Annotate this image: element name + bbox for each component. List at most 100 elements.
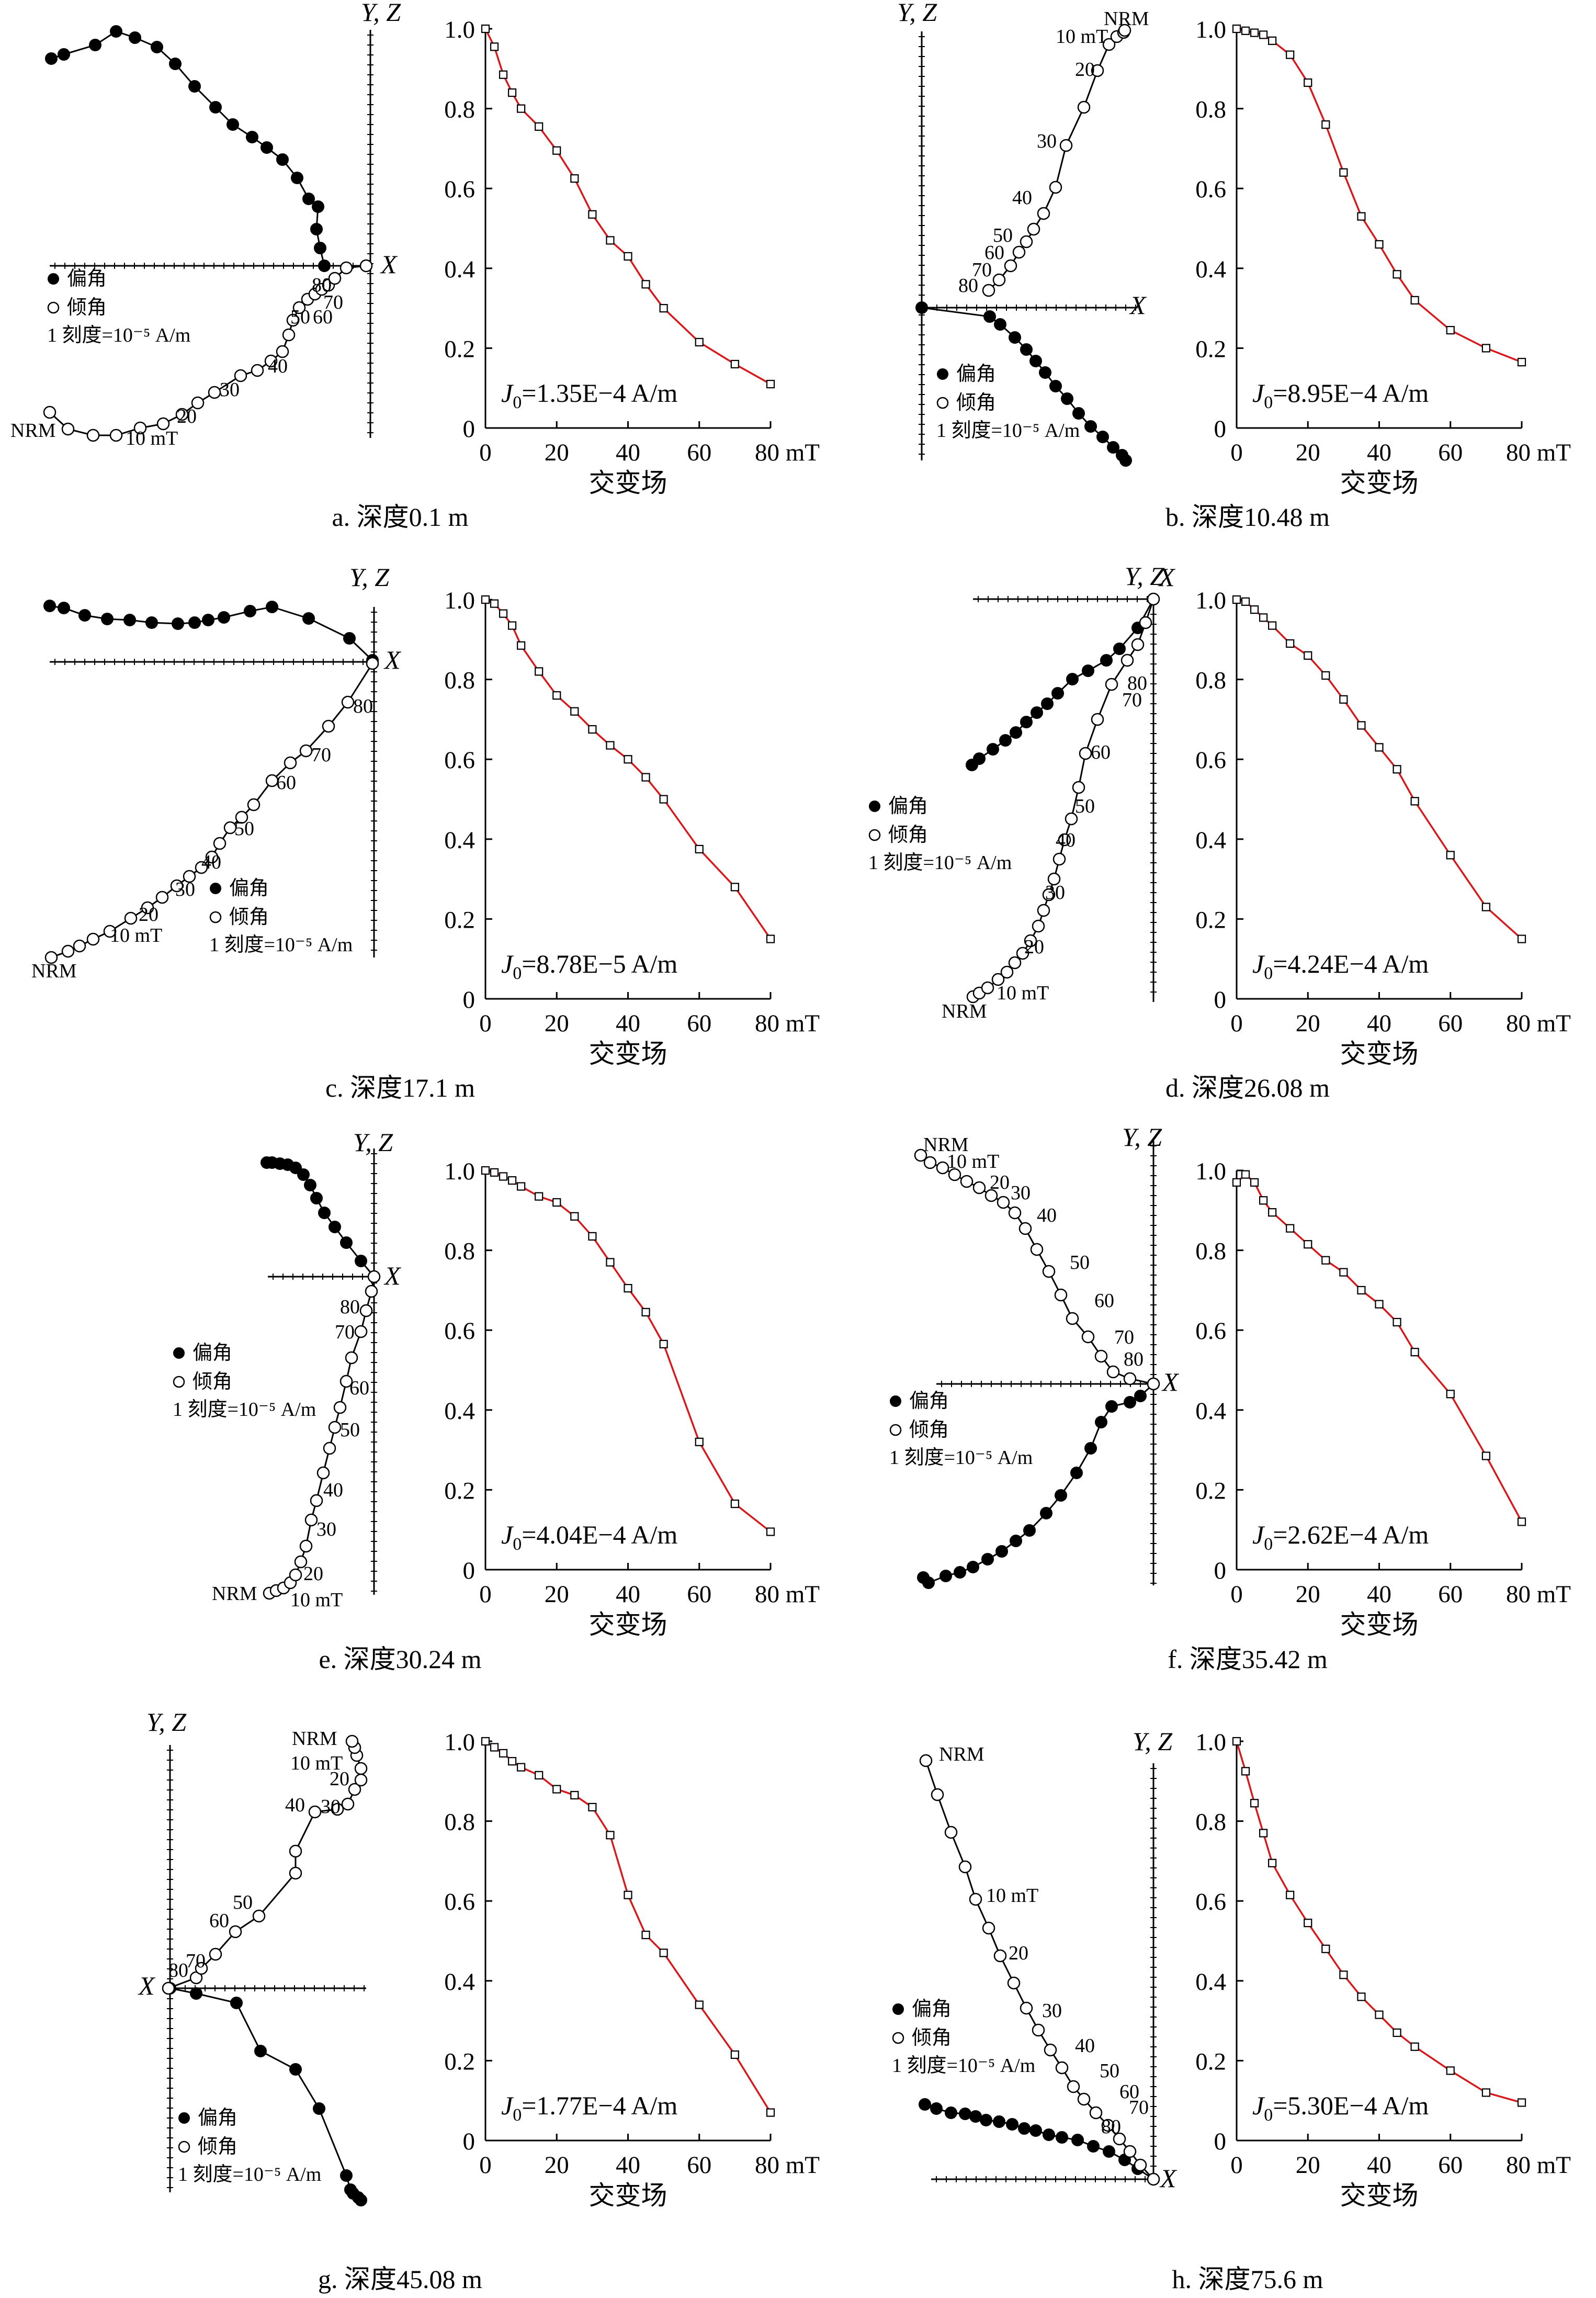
data-point-marker	[490, 42, 499, 51]
legend-declination-marker	[210, 883, 221, 894]
step-label-30: 30	[1042, 2000, 1062, 2022]
declination-marker	[244, 605, 256, 617]
x-axis-title: 交变场	[589, 1610, 667, 1639]
j0-symbol: J	[1252, 949, 1265, 978]
j0-subscript: 0	[1264, 2105, 1273, 2125]
data-point-marker	[1259, 30, 1268, 39]
inclination-marker	[1079, 747, 1092, 760]
inclination-marker	[948, 1168, 961, 1181]
inclination-marker	[958, 1860, 972, 1874]
x-tick-label: 0	[1230, 2151, 1243, 2179]
x-tick-label: 20	[1296, 1010, 1320, 1037]
y-tick-label: 0.6	[1195, 1888, 1226, 1916]
inclination-marker	[1055, 2061, 1069, 2075]
y-tick-label: 0.2	[444, 2048, 475, 2075]
x-axis-label: X	[1158, 562, 1176, 592]
inclination-marker	[354, 1762, 368, 1775]
inclination-marker	[1077, 100, 1091, 114]
inclination-marker	[1113, 2132, 1126, 2146]
data-point-marker	[1446, 2066, 1455, 2075]
data-point-marker	[606, 236, 615, 245]
legend-scale-label: 1 刻度=10⁻⁵ A/m	[178, 2164, 321, 2186]
data-point-marker	[766, 2108, 775, 2117]
step-label-10mT: 10 mT	[290, 1589, 343, 1611]
x-tick-label: 20	[1296, 439, 1320, 466]
x-axis-label: X	[1161, 1367, 1180, 1396]
x-axis-label: X	[383, 1261, 402, 1290]
declination-marker	[1020, 716, 1033, 728]
declination-marker	[1066, 673, 1079, 685]
data-point-marker	[552, 1198, 561, 1207]
data-point-marker	[1375, 1300, 1384, 1309]
step-label-20: 20	[177, 405, 197, 427]
inclination-marker	[162, 1981, 175, 1995]
step-label-40: 40	[268, 355, 288, 377]
declination-marker	[915, 301, 928, 314]
step-label-70: 70	[1129, 2097, 1149, 2119]
inclination-marker	[289, 1568, 302, 1582]
inclination-marker	[1054, 1288, 1068, 1302]
inclination-marker	[1044, 2043, 1057, 2057]
step-label-30: 30	[220, 379, 240, 401]
legend-scale-label: 1 刻度=10⁻⁵ A/m	[47, 324, 190, 346]
step-label-40: 40	[1037, 1204, 1057, 1226]
nrm-label: NRM	[923, 1134, 969, 1156]
y-tick-label: 0.6	[1195, 1317, 1226, 1345]
inclination-marker	[359, 1304, 373, 1317]
declination-marker	[1023, 1524, 1036, 1537]
data-point-marker	[1232, 1737, 1241, 1746]
nrm-label: NRM	[10, 420, 56, 442]
legend-declination-label: 偏角	[956, 363, 996, 385]
y-tick-label: 0.8	[1195, 1809, 1226, 1836]
inclination-marker	[251, 364, 264, 377]
declination-marker	[1071, 2134, 1084, 2146]
data-point-marker	[1481, 903, 1490, 911]
data-point-marker	[1268, 1858, 1277, 1867]
x-tick-label: 40	[1367, 1581, 1391, 1608]
inclination-marker	[316, 1466, 330, 1480]
inclination-marker	[264, 354, 278, 368]
y-tick-label: 0.4	[444, 827, 475, 854]
inclination-marker	[1118, 24, 1131, 37]
data-point-marker	[730, 2050, 739, 2059]
demag-curve	[1236, 1741, 1522, 2104]
x-tick-label: 0	[479, 1581, 492, 1608]
j0-value: =2.62E−4 A/m	[1273, 1520, 1429, 1549]
data-point-marker	[552, 146, 561, 155]
j0-label: J0=1.35E−4 A/m	[501, 378, 677, 412]
legend-inclination-marker	[889, 1424, 902, 1436]
x-tick-label: 60	[1438, 1581, 1463, 1608]
inclination-marker	[1008, 1206, 1022, 1220]
inclination-marker	[1102, 38, 1116, 51]
declination-marker	[289, 2063, 302, 2076]
inclination-marker	[1089, 2106, 1103, 2120]
y-tick-label: 0.2	[1195, 1477, 1226, 1504]
step-label-40: 40	[285, 1794, 305, 1816]
step-label-10mT: 10 mT	[1056, 26, 1108, 48]
x-tick-label: 60	[687, 1010, 711, 1037]
nrm-label: NRM	[939, 1743, 984, 1765]
data-point-marker	[1232, 1178, 1241, 1187]
step-label-40: 40	[1012, 187, 1032, 209]
legend-declination-marker	[937, 368, 948, 380]
inclination-marker	[1024, 934, 1037, 948]
data-point-marker	[1339, 695, 1348, 704]
x-axis-title: 交变场	[1340, 2181, 1419, 2210]
step-label-20: 20	[1075, 59, 1095, 81]
x-tick-label: 40	[616, 439, 640, 466]
data-point-marker	[588, 210, 597, 219]
declination-marker	[987, 743, 999, 756]
x-axis-label: X	[138, 1971, 156, 2000]
inclination-marker	[1037, 207, 1050, 220]
inclination-marker	[1016, 947, 1029, 960]
declination-marker	[313, 2102, 325, 2115]
data-point-marker	[730, 1500, 739, 1508]
declination-marker	[1070, 1467, 1083, 1479]
j0-subscript: 0	[513, 393, 522, 412]
step-label-80: 80	[168, 1959, 188, 1981]
x-axis-unit-label: 80 mT	[1506, 1581, 1571, 1608]
data-point-marker	[624, 1283, 632, 1293]
y-tick-label: 0.8	[444, 96, 475, 123]
